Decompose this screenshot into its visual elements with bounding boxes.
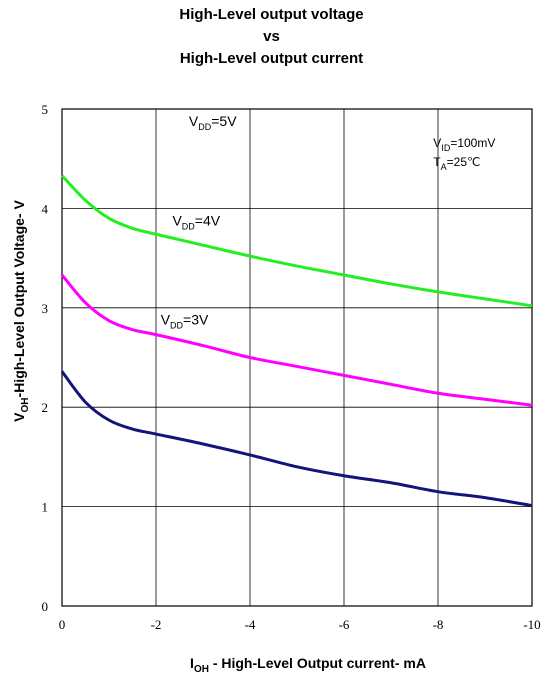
x-tick-label: -10: [523, 617, 540, 632]
x-axis-label-rest: - High-Level Output current- mA: [209, 655, 426, 671]
x-tick-label: -2: [151, 617, 162, 632]
series-label-0: VDD=5V: [189, 113, 237, 132]
y-tick-label: 3: [42, 301, 49, 316]
x-axis-label-sub: OH: [194, 664, 209, 675]
condition-label-0-rest: =100mV: [450, 136, 495, 150]
x-tick-label: -4: [245, 617, 256, 632]
y-tick-label: 0: [42, 599, 49, 614]
series-label-2: VDD=3V: [161, 312, 209, 331]
y-tick-label: 4: [42, 201, 49, 216]
series-layer: [60, 174, 533, 508]
tick-labels: 0 -2 -4 -6 -8 -10 0 1 2 3 4 5: [42, 102, 541, 632]
series-label-0-sub: DD: [198, 122, 211, 132]
grid: [62, 109, 532, 606]
condition-label-1: TA=25℃: [433, 155, 480, 172]
y-axis-label-main: V: [11, 412, 27, 422]
chart-title-line-2: vs: [263, 28, 280, 45]
series-line-0: [60, 174, 533, 308]
y-tick-label: 1: [42, 500, 49, 515]
series-label-1: VDD=4V: [172, 212, 220, 231]
condition-label-0-main: V: [433, 136, 441, 150]
plot-frame: [61, 108, 533, 607]
y-axis-label-rest: -High-Level Output Voltage- V: [11, 200, 27, 398]
condition-label-0: VID=100mV: [433, 136, 495, 153]
chart-title-line-3: High-Level output current: [179, 50, 364, 67]
y-axis-label: VOH-High-Level Output Voltage- V: [11, 200, 31, 422]
series-label-2-sub: DD: [170, 321, 183, 331]
series-label-1-main: V: [172, 212, 182, 228]
x-tick-label: -6: [339, 617, 350, 632]
series-label-0-main: V: [189, 113, 199, 129]
condition-label-1-sub: A: [441, 162, 447, 172]
y-tick-label: 5: [42, 102, 49, 117]
series-line-2: [60, 370, 533, 508]
condition-label-0-sub: ID: [441, 143, 451, 153]
condition-label-1-main: T: [433, 155, 441, 169]
series-label-1-rest: =4V: [195, 212, 221, 228]
series-label-1-sub: DD: [182, 221, 195, 231]
chart-title-line-1: High-Level output voltage: [179, 6, 364, 23]
y-axis-label-sub: OH: [20, 397, 31, 412]
series-label-2-rest: =3V: [183, 312, 209, 328]
condition-label-1-rest: =25℃: [447, 155, 481, 169]
x-tick-label: -8: [433, 617, 444, 632]
y-tick-label: 2: [42, 400, 49, 415]
series-line-1: [60, 274, 533, 407]
x-axis-label-main: I: [190, 655, 194, 671]
series-label-0-rest: =5V: [211, 113, 237, 129]
x-tick-label: 0: [59, 617, 66, 632]
x-axis-label: IOH - High-Level Output current- mA: [190, 655, 426, 675]
series-label-2-main: V: [161, 312, 171, 328]
